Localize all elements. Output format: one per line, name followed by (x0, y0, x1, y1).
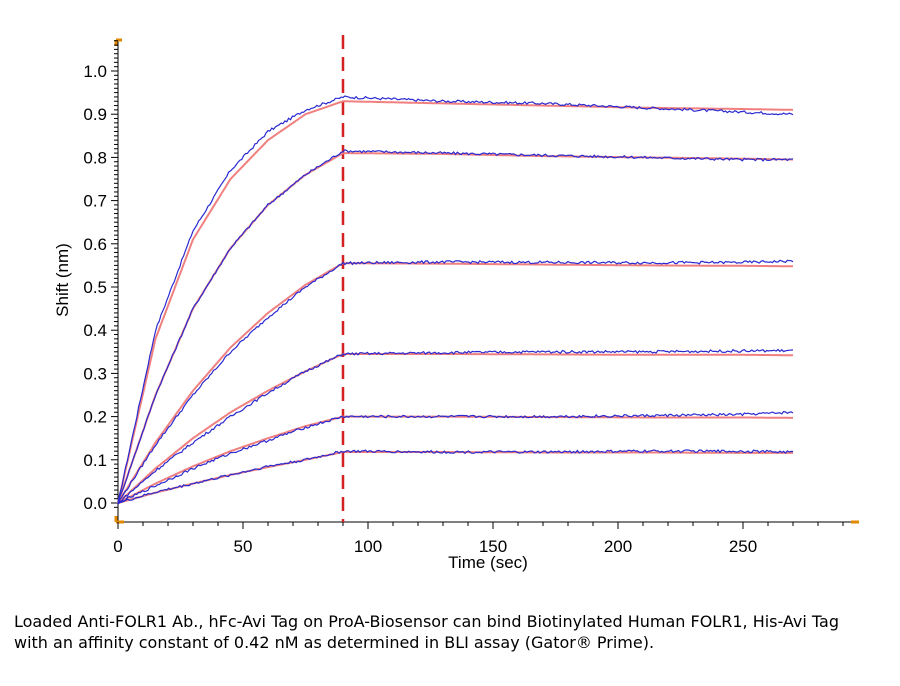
y-tick-label: 1.0 (83, 62, 107, 81)
y-tick-label: 0.6 (83, 235, 107, 254)
bli-sensorgram-chart: 0.0 0.1 0.2 0.3 0.4 0.5 0.6 0.7 0.8 0.9 1.0 0 50 100 1… (53, 35, 859, 572)
axis-frame (114, 38, 859, 524)
y-tick-label: 0.7 (83, 192, 107, 211)
measured-curve-6 (117, 448, 794, 505)
x-axis-title: Time (sec) (448, 553, 528, 572)
y-tick-label: 0.2 (83, 408, 107, 427)
measured-curves (117, 95, 794, 505)
axis-ticks: 0.0 0.1 0.2 0.3 0.4 0.5 0.6 0.7 0.8 0.9 1.0 0 50 100 1… (83, 40, 844, 556)
measured-curve-5 (117, 410, 794, 503)
fit-curve-4 (117, 353, 794, 504)
x-tick-label: 250 (729, 537, 757, 556)
x-tick-label: 100 (354, 537, 382, 556)
fit-curve-3 (117, 262, 794, 504)
measured-curve-4 (117, 348, 794, 504)
figure-caption: Loaded Anti-FOLR1 Ab., hFc-Avi Tag on Pr… (14, 612, 840, 652)
measured-curve-1 (117, 95, 794, 503)
fit-curve-5 (117, 415, 793, 504)
y-tick-label: 0.8 (83, 148, 107, 167)
x-tick-label: 150 (479, 537, 507, 556)
y-tick-label: 0.4 (83, 321, 107, 340)
x-tick-label: 0 (113, 537, 122, 556)
measured-curve-2 (117, 149, 794, 505)
y-tick-label: 0.1 (83, 451, 107, 470)
x-tick-label: 50 (234, 537, 253, 556)
y-axis-title: Shift (nm) (53, 243, 72, 317)
fit-curves (117, 100, 794, 504)
y-tick-label: 0.5 (83, 278, 107, 297)
frame-corner-bottom-left (114, 516, 124, 524)
y-tick-label: 0.3 (83, 364, 107, 383)
y-tick-label: 0.0 (83, 494, 107, 513)
x-tick-label: 200 (604, 537, 632, 556)
fit-curve-1 (117, 100, 794, 504)
y-tick-label: 0.9 (83, 105, 107, 124)
measured-curve-3 (117, 259, 794, 504)
